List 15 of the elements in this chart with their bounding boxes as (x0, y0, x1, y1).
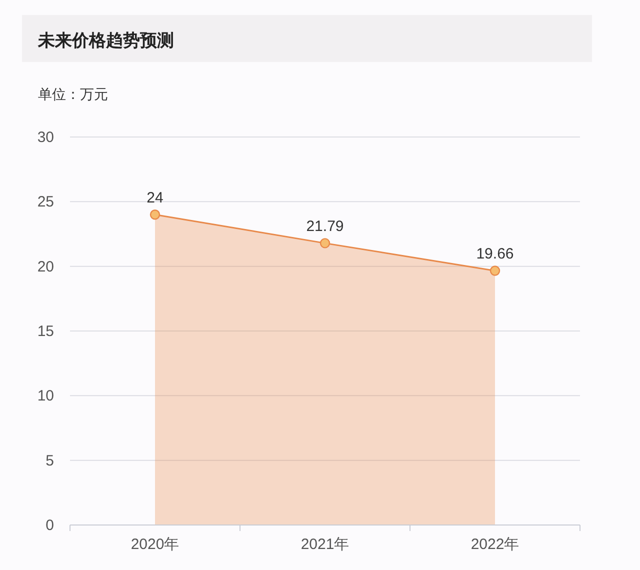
title: 未来价格趋势预测 (38, 31, 174, 50)
data-label: 19.66 (476, 246, 514, 263)
ytick: 30 (37, 129, 54, 146)
ytick: 10 (37, 388, 54, 405)
ytick: 0 (46, 517, 54, 534)
ylabel: 单位：万元 (38, 86, 108, 102)
ytick: 20 (37, 258, 54, 276)
xtick: 2021年 (300, 536, 350, 553)
data-label: 21.79 (306, 218, 344, 236)
ytick: 25 (37, 194, 54, 211)
data-label: 24 (146, 190, 164, 207)
ytick: 15 (37, 323, 54, 340)
xtick: 2020年 (130, 536, 180, 553)
ytick: 5 (46, 452, 54, 470)
xtick: 2022年 (470, 536, 520, 553)
